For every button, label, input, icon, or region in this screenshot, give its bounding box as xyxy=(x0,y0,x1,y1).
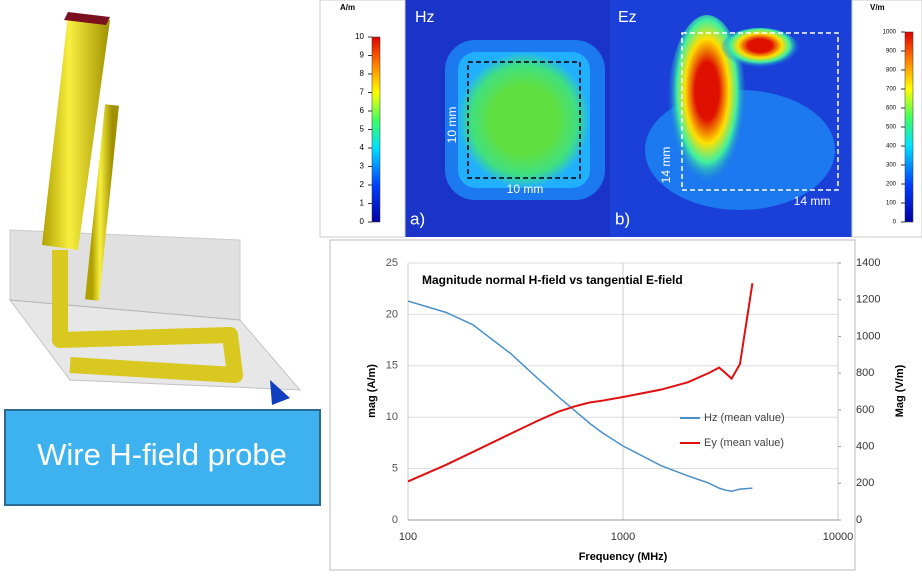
colorbar-tick-label: 1000 xyxy=(883,30,897,36)
panel-title: Ez xyxy=(618,9,637,26)
colorbar-tick-label: 5 xyxy=(360,125,365,134)
colorbar-tick-label: 9 xyxy=(360,51,365,60)
y2-tick-label: 0 xyxy=(856,514,862,526)
colorbar-tick-label: 400 xyxy=(886,144,897,150)
colorbar xyxy=(372,37,380,222)
colorbar-tick-label: 10 xyxy=(355,32,364,41)
x-axis-label: Frequency (MHz) xyxy=(579,551,668,563)
colorbar-tick-label: 2 xyxy=(360,180,365,189)
x-tick-label: 100 xyxy=(399,531,417,543)
colorbar-tick-label: 8 xyxy=(360,69,365,78)
y2-tick-label: 1000 xyxy=(856,330,880,342)
colorbar-tick-label: 700 xyxy=(886,87,897,93)
legend-label: Hz (mean value) xyxy=(704,412,785,424)
hz-map xyxy=(405,0,610,237)
colorbar-tick-label: 500 xyxy=(886,125,897,131)
colorbar-tick-label: 4 xyxy=(360,143,365,152)
colorbar-unit: A/m xyxy=(340,3,355,12)
legend-label: Ey (mean value) xyxy=(704,437,784,449)
colorbar-tick-label: 900 xyxy=(886,49,897,55)
panel-tag: a) xyxy=(410,209,425,228)
dim-x: 10 mm xyxy=(507,182,544,196)
chart-title: Magnitude normal H-field vs tangential E… xyxy=(422,273,683,287)
y2-tick-label: 400 xyxy=(856,440,874,452)
y-axis-label: mag (A/m) xyxy=(366,364,378,418)
y2-tick-label: 600 xyxy=(856,404,874,416)
colorbar-tick-label: 6 xyxy=(360,106,365,115)
colorbar-tick-label: 1 xyxy=(360,199,365,208)
probe-render xyxy=(10,12,300,405)
colorbar-tick-label: 100 xyxy=(886,201,897,207)
y-tick-label: 15 xyxy=(386,360,398,372)
y2-tick-label: 1200 xyxy=(856,294,880,306)
colorbar-tick-label: 300 xyxy=(886,163,897,169)
colorbar-tick-label: 200 xyxy=(886,182,897,188)
dim-x: 14 mm xyxy=(794,194,831,208)
colorbar-tick-label: 3 xyxy=(360,162,365,171)
dim-y: 14 mm xyxy=(659,147,673,184)
colorbar-tick-label: 600 xyxy=(886,106,897,112)
y-tick-label: 0 xyxy=(392,514,398,526)
colorbar-tick-label: 0 xyxy=(360,217,365,226)
colorbar-unit: V/m xyxy=(870,3,885,12)
y2-tick-label: 200 xyxy=(856,477,874,489)
y2-tick-label: 1400 xyxy=(856,257,880,269)
colorbar-tick-label: 7 xyxy=(360,88,365,97)
x-tick-label: 1000 xyxy=(611,531,635,543)
y-tick-label: 25 xyxy=(386,257,398,269)
y2-axis-label: Mag (V/m) xyxy=(894,364,906,417)
y-tick-label: 10 xyxy=(386,411,398,423)
colorbar-tick-label: 800 xyxy=(886,68,897,74)
colorbar xyxy=(905,32,913,222)
panel-title: Hz xyxy=(415,9,435,26)
probe-label: Wire H-field probe xyxy=(37,437,287,472)
dim-y: 10 mm xyxy=(445,107,459,144)
y-tick-label: 20 xyxy=(386,308,398,320)
y2-tick-label: 800 xyxy=(856,367,874,379)
y-tick-label: 5 xyxy=(392,463,398,475)
panel-tag: b) xyxy=(615,209,630,228)
figure: Wire H-field probe Hz a) 10 mm 10 mm Ez … xyxy=(0,0,922,571)
x-tick-label: 10000 xyxy=(823,531,854,543)
